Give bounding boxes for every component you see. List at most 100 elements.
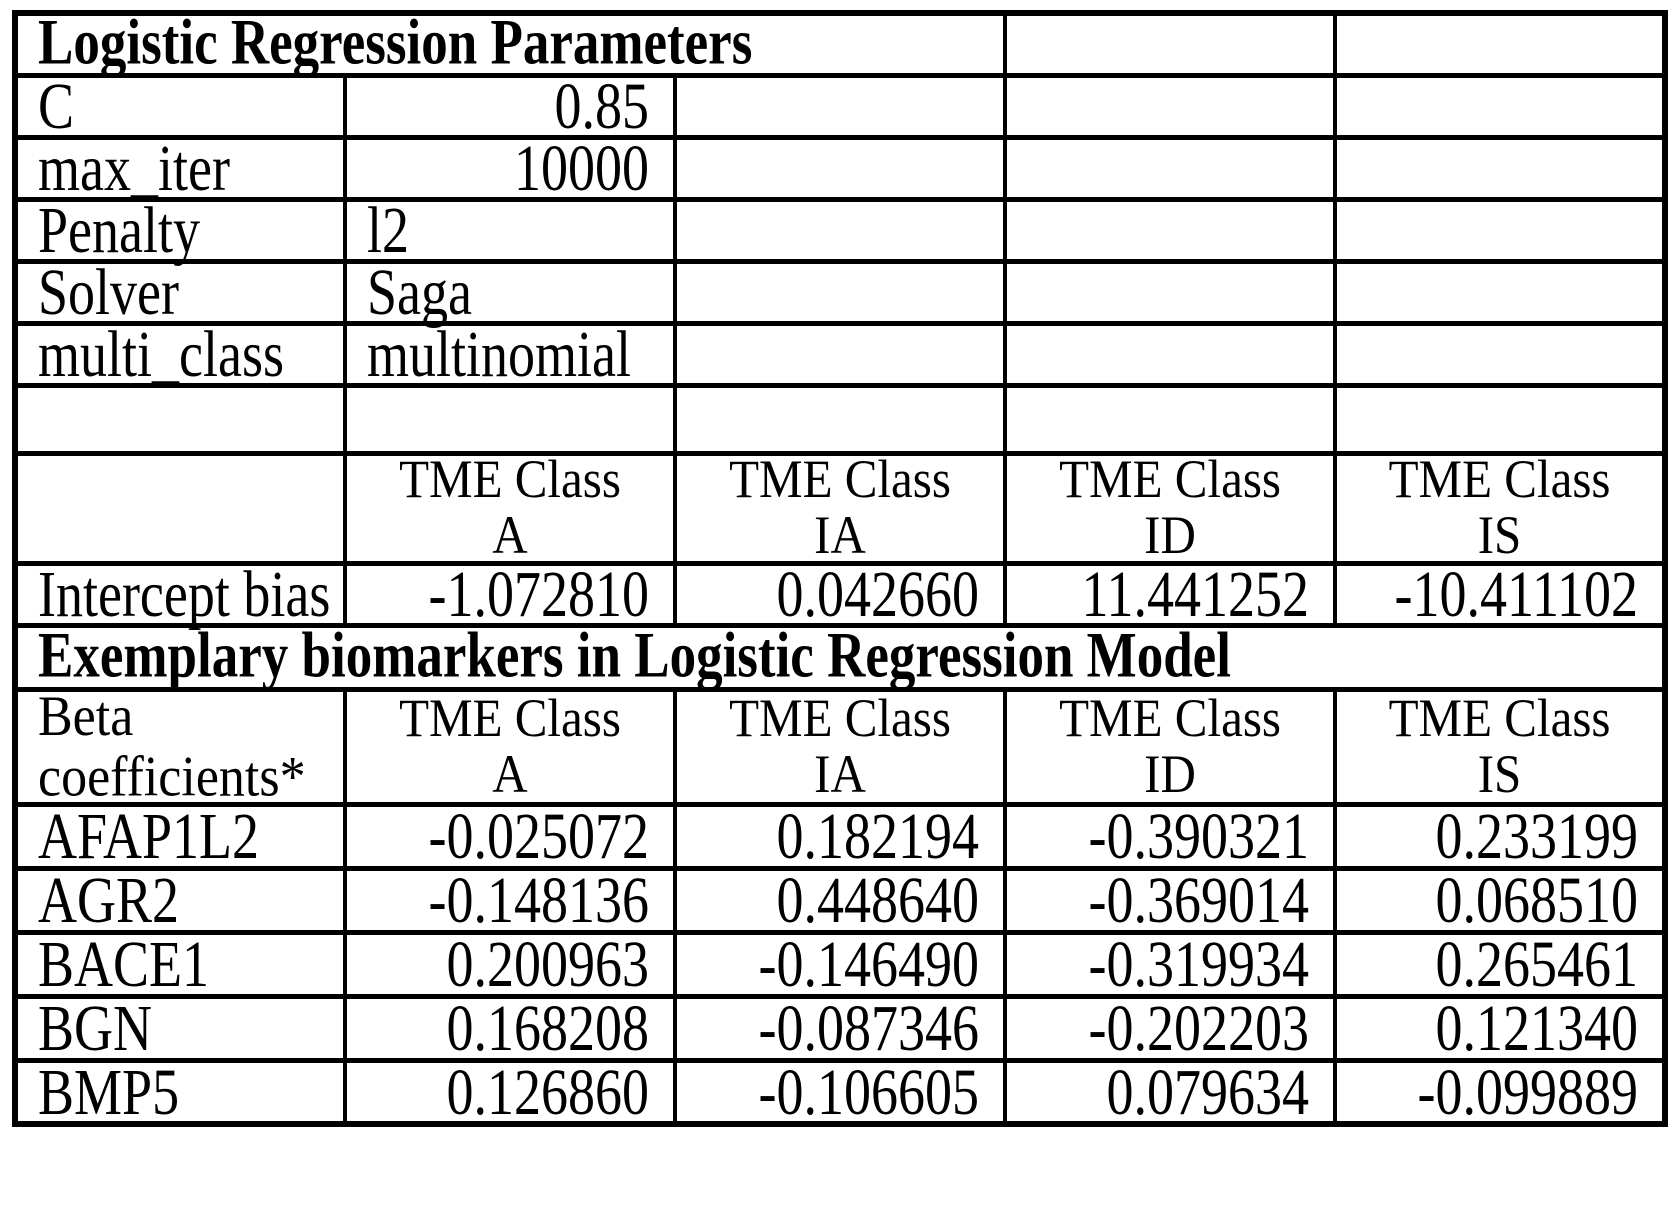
biomarker-row: AGR2 -0.148136 0.448640 -0.369014 0.0685… <box>13 863 1668 937</box>
class-header-cell: TME Class IS <box>1333 450 1668 566</box>
coefficient-cell: 0.200963 <box>343 927 677 1001</box>
empty-cell <box>1333 10 1668 78</box>
param-row: max_iter 10000 <box>13 133 1668 202</box>
param-value-cell: l2 <box>343 195 677 264</box>
class-header: TME Class IS <box>1388 687 1611 804</box>
gene-name: BACE1 <box>38 927 210 1001</box>
spacer-row <box>13 382 1668 456</box>
gene-name-cell: BGN <box>13 991 347 1065</box>
param-row: multi_class multinomial <box>13 319 1668 388</box>
class-header-cell: TME Class A <box>343 450 677 566</box>
intercept-value: 0.042660 <box>776 556 980 631</box>
biomarker-row: BGN 0.168208 -0.087346 -0.202203 0.12134… <box>13 991 1668 1065</box>
empty-cell <box>1003 320 1338 388</box>
coefficient-value: -0.202203 <box>1088 991 1310 1065</box>
coefficient-value: 0.265461 <box>1435 927 1639 1001</box>
param-name: Penalty <box>38 192 200 267</box>
param-value-cell: multinomial <box>343 319 677 388</box>
coefficient-value: 0.200963 <box>446 927 650 1001</box>
empty-cell <box>1333 196 1668 264</box>
class-header-row: TME Class A TME Class IA TME Class ID TM… <box>13 448 1668 566</box>
param-value-cell: Saga <box>343 257 677 326</box>
biomarker-row: BACE1 0.200963 -0.146490 -0.319934 0.265… <box>13 927 1668 1001</box>
coefficient-value: 0.079634 <box>1106 1054 1310 1129</box>
param-name-cell: Solver <box>13 257 347 326</box>
param-name: Solver <box>38 254 179 329</box>
gene-name-cell: BMP5 <box>13 1057 347 1127</box>
empty-cell <box>672 134 1008 202</box>
coefficient-cell: 0.126860 <box>343 1054 677 1129</box>
param-name-cell: C <box>13 71 347 140</box>
param-name-cell: Penalty <box>13 195 347 264</box>
empty-cell <box>13 450 347 566</box>
coefficient-cell: -0.106605 <box>672 1054 1008 1129</box>
param-value-cell: 10000 <box>343 133 677 202</box>
class-header-cell: TME Class ID <box>1003 686 1338 807</box>
biomarker-row: BMP5 0.126860 -0.106605 0.079634 -0.0998… <box>13 1054 1668 1129</box>
empty-cell <box>1333 320 1668 388</box>
gene-name-cell: AFAP1L2 <box>13 801 347 871</box>
coefficient-value: -0.025072 <box>428 799 649 873</box>
gene-name: AGR2 <box>38 863 180 937</box>
intercept-value: -10.411102 <box>1394 556 1639 631</box>
param-row: Solver Saga <box>13 257 1668 326</box>
gene-name: BGN <box>38 991 153 1065</box>
empty-cell <box>672 72 1008 140</box>
intercept-value-cell: -1.072810 <box>343 559 677 628</box>
empty-cell <box>1003 382 1338 456</box>
param-value: l2 <box>367 192 410 267</box>
logistic-regression-table: Logistic Regression Parameters C 0.85 ma… <box>12 10 1669 1129</box>
class-header: TME Class A <box>399 687 621 804</box>
empty-cell <box>1333 258 1668 326</box>
intercept-label: Intercept bias <box>38 556 331 631</box>
coefficient-cell: -0.202203 <box>1003 991 1338 1065</box>
coefficient-cell: -0.319934 <box>1003 927 1338 1001</box>
class-header-cell: TME Class ID <box>1003 450 1338 566</box>
empty-cell <box>672 196 1008 264</box>
param-value-cell: 0.85 <box>343 71 677 140</box>
coefficient-value: 0.448640 <box>776 863 980 937</box>
class-header: TME Class IA <box>729 687 951 804</box>
coefficient-cell: 0.233199 <box>1333 799 1668 873</box>
empty-cell <box>1003 72 1338 140</box>
intercept-value: -1.072810 <box>428 556 649 631</box>
coefficient-cell: 0.448640 <box>672 863 1008 937</box>
class-header-cell: TME Class IS <box>1333 686 1668 807</box>
coefficient-cell: -0.087346 <box>672 993 1008 1063</box>
coefficient-value: 0.126860 <box>446 1054 650 1129</box>
coefficient-value: -0.319934 <box>1088 927 1310 1001</box>
param-value: 10000 <box>514 130 649 205</box>
coefficient-value: -0.106605 <box>758 1054 980 1129</box>
coefficient-cell: 0.079634 <box>1003 1054 1338 1129</box>
intercept-row: Intercept bias -1.072810 0.042660 11.441… <box>13 559 1668 628</box>
empty-cell <box>672 258 1008 326</box>
coefficient-value: -0.148136 <box>428 863 649 937</box>
param-row: C 0.85 <box>13 71 1668 140</box>
coefficient-cell: -0.025072 <box>343 799 677 873</box>
coefficient-cell: 0.068510 <box>1333 865 1668 935</box>
coefficient-cell: -0.146490 <box>672 929 1008 999</box>
intercept-value: 11.441252 <box>1081 556 1310 631</box>
coefficient-cell: 0.168208 <box>343 993 677 1063</box>
coefficient-value: 0.121340 <box>1435 991 1639 1065</box>
param-value: multinomial <box>367 316 631 391</box>
empty-cell <box>1333 382 1668 456</box>
empty-cell <box>672 320 1008 388</box>
section2-heading-row: Exemplary biomarkers in Logistic Regress… <box>12 622 1668 692</box>
section1-heading-cell: Logistic Regression Parameters <box>12 10 1008 78</box>
coefficient-cell: 0.265461 <box>1333 927 1668 1001</box>
param-name-cell: max_iter <box>13 133 347 202</box>
beta-header-cell: Beta coefficients* <box>13 686 347 807</box>
intercept-value-cell: -10.411102 <box>1333 559 1668 628</box>
empty-cell <box>1003 258 1338 326</box>
class-header: TME Class IA <box>729 448 951 566</box>
empty-cell <box>1333 72 1668 140</box>
coefficient-cell: 0.121340 <box>1333 991 1668 1065</box>
intercept-value-cell: 0.042660 <box>672 559 1008 628</box>
coefficient-value: -0.099889 <box>1417 1054 1639 1129</box>
class-header: TME Class ID <box>1059 687 1281 804</box>
param-name: C <box>38 68 75 143</box>
coefficient-value: 0.233199 <box>1435 799 1639 873</box>
empty-cell <box>1003 134 1338 202</box>
